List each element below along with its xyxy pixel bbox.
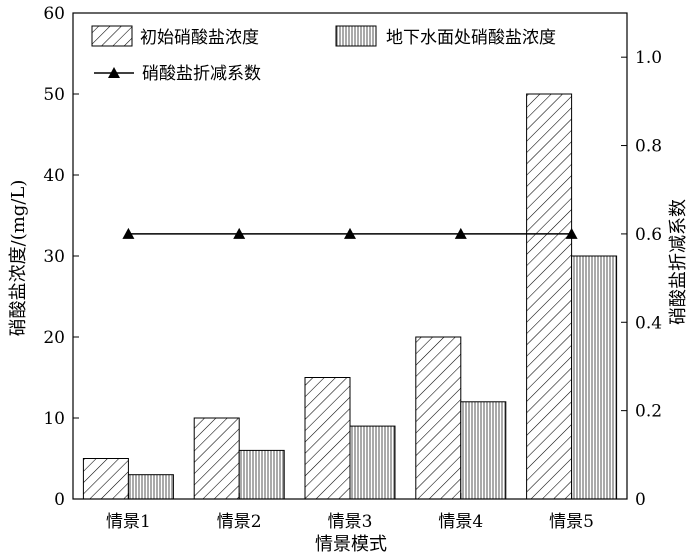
legend-swatch-initial [91, 25, 133, 47]
y-right-tick-label: 0.6 [635, 225, 662, 245]
x-tick-label: 情景3 [328, 512, 373, 532]
bar-initial-4 [415, 336, 462, 500]
bar-groundwater-4 [460, 401, 507, 500]
y-right-tick-label: 0.8 [635, 137, 662, 157]
y-left-tick-label: 20 [43, 328, 65, 348]
bar-groundwater-3 [349, 425, 396, 500]
y-right-tick-label: 0.2 [635, 402, 662, 422]
y-left-tick-label: 30 [43, 247, 65, 267]
legend-marker-reduction [108, 67, 120, 78]
bar-groundwater-5 [571, 255, 618, 500]
bars-layer [82, 93, 618, 500]
x-tick-label: 情景5 [549, 512, 594, 532]
reduction-marker-5 [565, 227, 578, 239]
y-right-tick-label: 0.4 [635, 313, 662, 333]
y-right-tick-label: 1.0 [635, 48, 662, 68]
x-axis-label: 情景模式 [315, 534, 387, 555]
reduction-line-layer [122, 227, 578, 239]
bar-groundwater-1 [127, 474, 174, 500]
y-left-tick-label: 60 [43, 4, 65, 24]
x-tick-label: 情景4 [438, 512, 483, 532]
y-left-tick-label: 40 [43, 166, 65, 186]
legend: 初始硝酸盐浓度 地下水面处硝酸盐浓度 硝酸盐折减系数 [91, 25, 556, 84]
ticks-layer: 0 10 20 30 40 50 60 0 0.2 0.4 0.6 0.8 1.0 情景1 情景2 情景3 情景… [43, 4, 662, 532]
reduction-marker-3 [344, 227, 356, 239]
y-left-tick-label: 50 [43, 85, 65, 105]
y-right-tick-label: 0 [635, 490, 646, 510]
bar-groundwater-2 [238, 449, 285, 500]
x-tick-label: 情景2 [217, 512, 262, 532]
bar-initial-1 [82, 458, 129, 500]
y-left-tick-label: 10 [43, 409, 65, 429]
legend-label-groundwater: 地下水面处硝酸盐浓度 [386, 28, 556, 48]
reduction-marker-2 [233, 227, 246, 239]
reduction-marker-4 [454, 227, 467, 239]
bar-initial-2 [193, 417, 240, 500]
y-left-tick-label: 0 [54, 490, 65, 510]
reduction-marker-1 [122, 227, 135, 239]
bar-initial-3 [304, 377, 351, 500]
legend-label-initial: 初始硝酸盐浓度 [140, 28, 259, 48]
legend-swatch-groundwater [335, 25, 377, 47]
bar-initial-5 [526, 93, 573, 500]
legend-label-reduction: 硝酸盐折减系数 [142, 64, 261, 84]
y-axis-label-left: 硝酸盐浓度/(mg/L) [8, 180, 29, 337]
x-tick-label: 情景1 [106, 512, 151, 532]
y-axis-label-right: 硝酸盐折减系数 [668, 199, 689, 325]
